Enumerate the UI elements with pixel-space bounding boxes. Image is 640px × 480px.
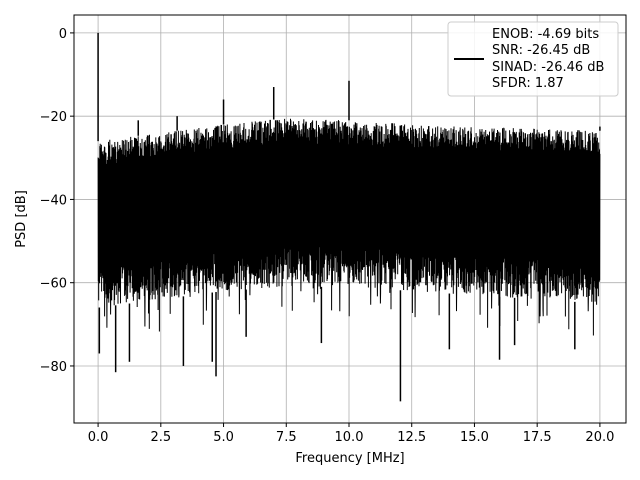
psd-series (97, 32, 601, 402)
y-tick-label: −60 (40, 277, 67, 292)
y-tick-label: −20 (40, 110, 67, 125)
y-axis-label: PSD [dB] (14, 190, 29, 248)
x-axis: 0.0 2.5 5.0 7.5 10.0 12.5 15.0 17.5 20.0 (88, 423, 614, 445)
legend-snr: SNR: -26.45 dB (492, 43, 590, 58)
y-axis: 0 −20 −40 −60 −80 (40, 27, 74, 375)
legend-box (447, 21, 619, 97)
x-tick-label: 7.5 (276, 430, 297, 445)
x-tick-label: 5.0 (213, 430, 234, 445)
x-tick-label: 15.0 (460, 430, 489, 445)
y-tick-label: 0 (59, 27, 67, 42)
x-axis-label: Frequency [MHz] (295, 451, 404, 466)
x-tick-label: 17.5 (523, 430, 552, 445)
x-tick-label: 10.0 (335, 430, 364, 445)
legend-enob: ENOB: -4.69 bits (492, 27, 599, 42)
x-tick-label: 12.5 (397, 430, 426, 445)
x-tick-label: 20.0 (585, 430, 614, 445)
y-tick-label: −40 (40, 193, 67, 208)
legend-sinad: SINAD: -26.46 dB (492, 60, 604, 75)
x-tick-label: 0.0 (88, 430, 109, 445)
axes-frame (73, 14, 627, 424)
legend: ENOB: -4.69 bits SNR: -26.45 dB SINAD: -… (447, 21, 619, 97)
x-tick-label: 2.5 (150, 430, 171, 445)
y-tick-label: −80 (40, 360, 67, 375)
legend-sfdr: SFDR: 1.87 (492, 76, 564, 91)
psd-line (97, 118, 601, 336)
